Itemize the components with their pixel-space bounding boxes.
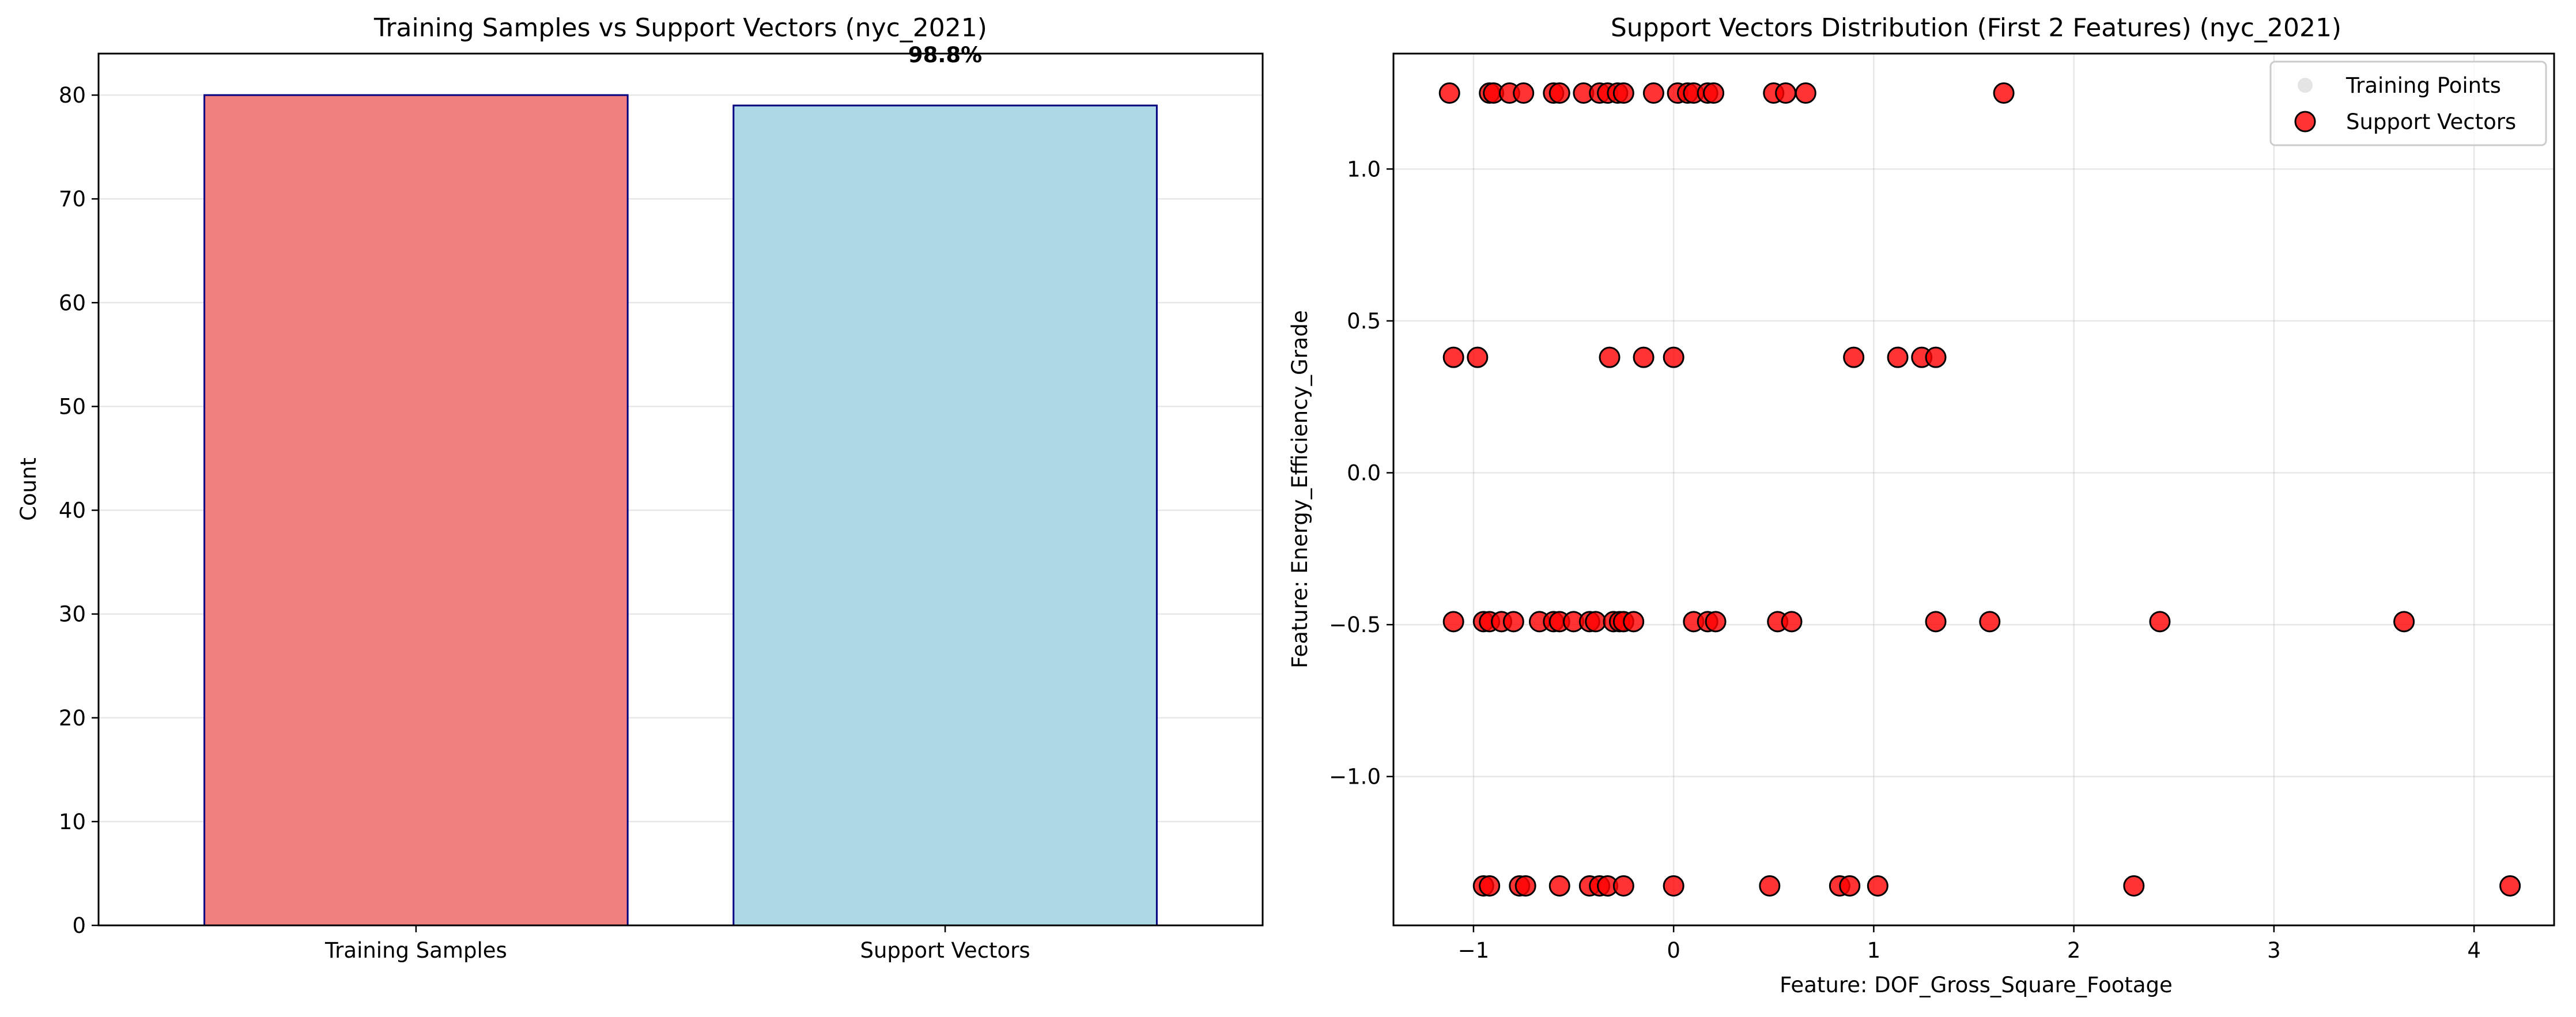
bar-y-tick-label: 20 [59, 706, 86, 731]
scatter-chart-x-axis-label: Feature: DOF_Gross_Square_Footage [1780, 973, 2173, 997]
support-vector-point [1843, 346, 1865, 368]
legend-marker-training-points [2298, 78, 2313, 93]
scatter-y-tick-label: 0.0 [1347, 461, 1381, 486]
support-vector-point [2393, 611, 2415, 633]
scatter-x-tick-label: 2 [2067, 938, 2081, 963]
support-vector-percentage-label: 98.8% [908, 43, 982, 67]
bar-chart-panel: Training Samples vs Support Vectors (nyc… [16, 13, 1264, 963]
support-vector-point [1612, 875, 1634, 897]
support-vector-point [1642, 82, 1664, 104]
bar-chart-title: Training Samples vs Support Vectors (nyc… [373, 13, 987, 43]
support-vector-point [1775, 82, 1797, 104]
scatter-y-tick-label: 1.0 [1347, 157, 1381, 182]
support-vector-point [2499, 875, 2521, 897]
scatter-x-tick-label: 3 [2267, 938, 2281, 963]
support-vector-point [1442, 611, 1464, 633]
scatter-chart-y-axis-label: Feature: Energy_Efficiency_Grade [1287, 310, 1312, 668]
scatter-x-tick-label: 1 [1867, 938, 1881, 963]
scatter-y-tick-label: −0.5 [1329, 613, 1381, 637]
support-vector-point [1839, 875, 1861, 897]
scatter-x-tick-label: 4 [2467, 938, 2481, 963]
support-vector-point [1703, 82, 1725, 104]
support-vector-point [1479, 875, 1501, 897]
support-vector-point [1979, 611, 2001, 633]
bar-chart-frame [97, 52, 1264, 927]
scatter-chart-panel: Support Vectors Distribution (First 2 Fe… [1287, 13, 2555, 997]
support-vector-point [1442, 346, 1464, 368]
bar-chart-y-ticks: 0 10 20 30 40 50 60 70 80 [59, 83, 99, 938]
bar-y-tick-label: 40 [59, 498, 86, 523]
support-vector-point [1925, 611, 1947, 633]
support-vector-point [1585, 611, 1607, 633]
scatter-x-tick-label: 0 [1667, 938, 1680, 963]
support-vector-point [1663, 875, 1684, 897]
support-vector-point [1548, 82, 1570, 104]
support-vector-point [1438, 82, 1460, 104]
scatter-chart-title: Support Vectors Distribution (First 2 Fe… [1611, 13, 2341, 43]
support-vector-point [2123, 875, 2145, 897]
support-vector-point [1663, 346, 1684, 368]
support-vector-point [1633, 346, 1655, 368]
bar-y-tick-label: 80 [59, 83, 86, 108]
bar [203, 94, 629, 927]
bar-x-tick-label: Support Vectors [860, 938, 1030, 963]
bar-y-tick-label: 30 [59, 602, 86, 627]
scatter-chart-points [1438, 82, 2521, 897]
support-vector-point [1514, 875, 1536, 897]
scatter-chart-legend: Training Points Support Vectors [2269, 61, 2547, 146]
bar-x-tick-label: Training Samples [324, 938, 507, 963]
support-vector-point [1993, 82, 2015, 104]
scatter-y-tick-label: 0.5 [1347, 309, 1381, 334]
scatter-y-tick-label: −1.0 [1329, 765, 1381, 789]
support-vector-point [1623, 611, 1645, 633]
scatter-chart-frame [1392, 52, 2555, 927]
bar-y-tick-label: 60 [59, 290, 86, 315]
bar-y-tick-label: 0 [72, 913, 86, 938]
bar-y-tick-label: 70 [59, 187, 86, 211]
support-vector-point [1599, 346, 1621, 368]
support-vector-point [1781, 611, 1803, 633]
legend-label-training-points: Training Points [2345, 73, 2501, 98]
legend-label-support-vectors: Support Vectors [2346, 109, 2516, 134]
support-vector-point [1887, 346, 1909, 368]
support-vector-point [1759, 875, 1781, 897]
legend-box [2269, 61, 2547, 146]
bar-chart-bars [203, 94, 1158, 927]
support-vector-point [1867, 875, 1888, 897]
support-vector-point [1502, 611, 1524, 633]
support-vector-point [2149, 611, 2171, 633]
scatter-x-tick-label: −1 [1458, 938, 1490, 963]
support-vector-point [1925, 346, 1947, 368]
support-vector-point [1548, 875, 1570, 897]
support-vector-point [1467, 346, 1489, 368]
bar-y-tick-label: 50 [59, 394, 86, 419]
support-vector-point [1513, 82, 1535, 104]
bar-chart-x-ticks: Training Samples Support Vectors [324, 925, 1030, 963]
bar-chart-y-axis-label: Count [16, 458, 41, 521]
support-vector-point [1795, 82, 1816, 104]
scatter-chart-y-ticks: −1.0 −0.5 0.0 0.5 1.0 [1329, 157, 1393, 789]
support-vector-point [1705, 611, 1727, 633]
bar [732, 104, 1158, 927]
legend-marker-support-vectors [2294, 111, 2316, 133]
bar-y-tick-label: 10 [59, 810, 86, 834]
support-vector-point [1612, 82, 1634, 104]
scatter-chart-x-ticks: −1 0 1 2 3 4 [1458, 925, 2481, 963]
